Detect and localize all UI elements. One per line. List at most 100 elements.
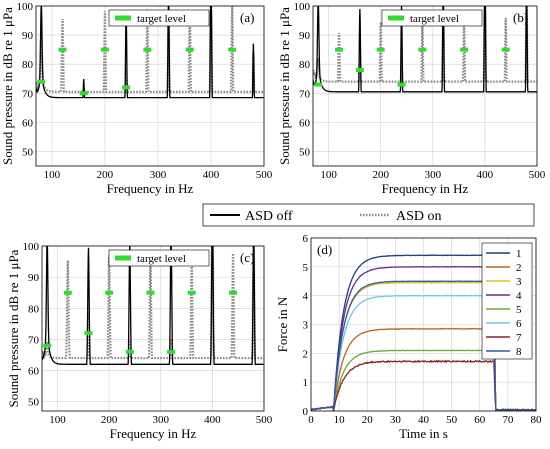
series-asd-on-line bbox=[42, 246, 264, 360]
panel-a-legend: target level bbox=[108, 9, 210, 27]
y-tick-label: 70 bbox=[28, 334, 40, 346]
target-level-marker bbox=[100, 47, 109, 52]
y-tick-label: 1 bbox=[303, 377, 309, 389]
panel-d-label: (d) bbox=[317, 242, 332, 257]
x-tick-label: 40 bbox=[418, 414, 430, 426]
target-level-marker bbox=[397, 82, 406, 87]
target-level-marker bbox=[335, 47, 344, 52]
main-legend: ASD off ASD on bbox=[202, 203, 535, 227]
x-tick-label: 200 bbox=[97, 169, 114, 181]
y-tick-label: 50 bbox=[22, 146, 34, 158]
legend-label-7: 7 bbox=[516, 332, 522, 344]
panel-d-frame bbox=[310, 237, 537, 412]
target-level-marker bbox=[228, 47, 237, 52]
panel-c-frame bbox=[41, 245, 265, 412]
y-tick-label: 60 bbox=[22, 117, 34, 129]
panel-b-ylabel: Sound pressure in dB re 1 μPa bbox=[277, 7, 292, 165]
panel-b-plot-area bbox=[313, 6, 537, 166]
panel-c-xlabel: Frequency in Hz bbox=[110, 426, 197, 441]
x-tick-label: 300 bbox=[152, 414, 169, 426]
x-tick-label: 200 bbox=[101, 414, 118, 426]
x-tick-label: 100 bbox=[44, 169, 61, 181]
y-tick-label: 80 bbox=[22, 59, 34, 71]
legend-target-level-label: target level bbox=[137, 13, 186, 25]
y-tick-label: 70 bbox=[299, 88, 311, 100]
x-tick-label: 500 bbox=[256, 414, 273, 426]
series-asd-on-line bbox=[313, 6, 537, 83]
panel-a-plot-area bbox=[36, 6, 264, 166]
legend-label-8: 8 bbox=[516, 346, 522, 358]
x-tick-label: 300 bbox=[425, 169, 442, 181]
panel-d: 0 10 20 30 40 50 60 70 80 0 1 2 3 4 5 6 (d) 1 2 3 4 5 6 7 8 Ti… bbox=[275, 233, 542, 441]
y-tick-label: 60 bbox=[299, 117, 311, 129]
panel-a-frame bbox=[35, 5, 265, 167]
legend-label-5: 5 bbox=[516, 304, 522, 316]
legend-label-4: 4 bbox=[516, 290, 522, 302]
y-tick-label: 80 bbox=[28, 303, 40, 315]
legend-target-level-label: target level bbox=[410, 13, 459, 25]
panel-c-ylabel: Sound pressure in dB re 1 μPa bbox=[6, 249, 21, 407]
y-tick-label: 50 bbox=[28, 397, 40, 409]
series-line-8 bbox=[310, 280, 537, 411]
x-tick-label: 30 bbox=[390, 414, 402, 426]
target-level-marker bbox=[229, 290, 238, 295]
target-level-marker bbox=[37, 79, 46, 84]
y-tick-label: 100 bbox=[294, 1, 311, 13]
target-level-marker bbox=[355, 68, 364, 72]
target-level-marker bbox=[146, 290, 155, 295]
target-level-marker bbox=[418, 47, 427, 52]
legend-box bbox=[481, 242, 533, 360]
panel-b-legend: target level bbox=[381, 9, 483, 27]
target-level-marker bbox=[84, 331, 93, 336]
y-tick-label: 90 bbox=[22, 30, 34, 42]
x-tick-label: 70 bbox=[502, 414, 514, 426]
y-tick-label: 5 bbox=[303, 262, 309, 274]
panel-b: 100 200 300 400 500 50 60 70 80 90 100 (b) target … bbox=[277, 1, 546, 196]
x-tick-label: 100 bbox=[320, 169, 337, 181]
target-level-marker bbox=[105, 290, 114, 295]
series-asd-off-line bbox=[36, 6, 264, 99]
panel-b-label: (b) bbox=[513, 10, 528, 25]
x-tick-label: 80 bbox=[531, 414, 543, 426]
y-tick-label: 80 bbox=[299, 59, 311, 71]
panel-c-plot-area bbox=[42, 246, 264, 411]
target-level-marker bbox=[143, 47, 152, 52]
y-tick-label: 90 bbox=[28, 272, 40, 284]
panel-c-label: (c) bbox=[240, 250, 254, 265]
target-level-marker bbox=[167, 349, 176, 354]
x-tick-label: 60 bbox=[474, 414, 486, 426]
panel-c: 100 200 300 400 500 50 60 70 80 90 100 (c) target … bbox=[6, 241, 273, 441]
legend-label-3: 3 bbox=[516, 276, 522, 288]
asd-off-label: ASD off bbox=[245, 209, 293, 224]
x-tick-label: 500 bbox=[256, 169, 273, 181]
x-tick-label: 10 bbox=[334, 414, 346, 426]
panel-a-xlabel: Frequency in Hz bbox=[107, 181, 194, 196]
panel-b-frame bbox=[312, 5, 538, 167]
x-tick-label: 400 bbox=[203, 169, 220, 181]
x-tick-label: 500 bbox=[529, 169, 546, 181]
series-asd-off-line bbox=[42, 246, 264, 365]
x-tick-label: 0 bbox=[308, 414, 314, 426]
target-level-marker bbox=[58, 47, 67, 52]
target-level-marker bbox=[63, 290, 72, 295]
target-level-marker bbox=[376, 47, 385, 52]
y-tick-label: 0 bbox=[303, 406, 309, 418]
panel-d-xlabel: Time in s bbox=[399, 426, 448, 441]
target-level-marker bbox=[122, 85, 131, 90]
target-level-marker bbox=[79, 91, 88, 96]
x-tick-label: 200 bbox=[372, 169, 389, 181]
panel-a-ylabel: Sound pressure in dB re 1 μPa bbox=[0, 7, 15, 165]
y-tick-label: 90 bbox=[299, 30, 311, 42]
legend-label-6: 6 bbox=[516, 318, 522, 330]
series-asd-off-line bbox=[313, 6, 537, 93]
y-tick-label: 60 bbox=[28, 366, 40, 378]
x-tick-label: 20 bbox=[362, 414, 374, 426]
legend-label-1: 1 bbox=[516, 248, 522, 260]
target-level-marker bbox=[314, 82, 323, 87]
y-tick-label: 100 bbox=[23, 241, 40, 253]
target-level-marker bbox=[187, 290, 196, 295]
y-tick-label: 2 bbox=[303, 348, 309, 360]
y-tick-label: 100 bbox=[17, 1, 34, 13]
panel-a: 100 200 300 400 500 50 60 70 80 90 100 (a) target … bbox=[0, 1, 273, 196]
